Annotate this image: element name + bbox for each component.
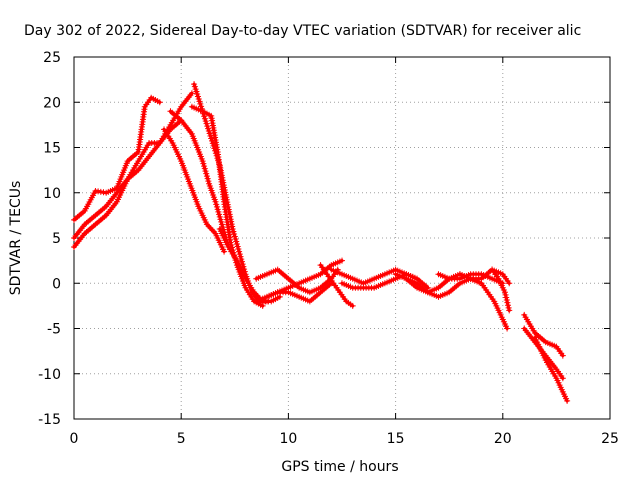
series-pass-21 [521,311,566,359]
series-layer [71,81,571,404]
data-point-marker [213,203,220,210]
data-point-marker [564,397,571,404]
data-point-marker [203,173,210,180]
series-pass-7 [188,103,266,309]
data-point-marker [221,248,228,255]
data-point-marker [199,158,206,165]
series-pass-11 [263,257,345,300]
data-point-marker [204,175,211,182]
data-point-marker [505,304,512,311]
data-point-marker [201,165,208,172]
x-tick-label: 25 [601,431,619,447]
y-tick-label: 15 [43,141,61,157]
data-point-marker [229,225,236,232]
data-point-marker [203,170,210,177]
data-point-marker [236,248,243,255]
data-point-marker [236,251,243,258]
data-point-marker [212,198,219,205]
data-point-marker [202,168,209,175]
data-point-marker [504,299,511,306]
series-pass-19 [467,275,511,332]
data-point-marker [214,206,221,213]
data-point-marker [205,178,212,185]
data-point-marker [238,256,245,263]
data-point-marker [506,307,513,314]
data-point-marker [230,228,237,235]
axis-ticks: 0 5 10 15 20 25 -15 -10 -5 0 5 10 15 20 25 [38,50,619,447]
x-tick-label: 20 [494,431,512,447]
data-point-marker [217,216,224,223]
data-point-marker [215,208,222,215]
data-point-marker [239,261,246,268]
data-point-marker [156,99,163,106]
series-pass-23 [531,334,571,404]
data-point-marker [503,297,510,304]
data-point-marker [501,289,508,296]
series-pass-1 [71,94,163,223]
data-point-marker [559,352,566,359]
data-point-marker [504,325,511,332]
data-point-marker [559,375,566,382]
series-pass-12 [317,262,356,309]
x-tick-label: 15 [387,431,405,447]
data-point-marker [231,233,238,240]
data-point-marker [503,294,510,301]
data-point-marker [213,201,220,208]
data-point-marker [216,213,223,220]
y-tick-label: 20 [43,95,61,111]
data-point-marker [502,291,509,298]
y-tick-label: -10 [38,367,61,383]
data-point-marker [188,90,195,97]
series-pass-14 [339,271,431,291]
series-pass-18 [456,266,513,287]
y-tick-label: -15 [38,412,61,428]
data-point-marker [276,293,283,300]
data-point-marker [216,211,223,218]
y-axis-label: SDTVAR / TECUs [8,181,24,296]
y-tick-label: 25 [43,50,61,66]
series-pass-9 [253,266,341,296]
data-point-marker [231,230,238,237]
data-point-marker [233,241,240,248]
data-point-marker [238,258,245,265]
data-point-marker [235,246,242,253]
x-axis-label: GPS time / hours [281,459,398,475]
series-pass-4 [161,126,228,255]
x-tick-label: 0 [70,431,79,447]
data-point-marker [200,160,207,167]
x-tick-label: 5 [177,431,186,447]
y-tick-label: -5 [47,322,61,338]
data-point-marker [237,253,244,260]
data-point-marker [218,218,225,225]
data-point-marker [506,280,513,287]
data-point-marker [339,257,345,264]
y-tick-label: 10 [43,186,61,202]
data-point-marker [233,238,240,245]
series-pass-8 [216,225,283,305]
x-tick-label: 10 [279,431,297,447]
data-point-marker [201,163,208,170]
data-point-marker [505,302,512,309]
series-pass-20 [489,266,513,314]
y-tick-label: 5 [52,231,61,247]
data-point-marker [218,221,225,228]
data-point-marker [349,302,356,309]
chart-title: Day 302 of 2022, Sidereal Day-to-day VTE… [24,23,581,39]
data-point-marker [232,236,239,243]
y-tick-label: 0 [52,276,61,292]
series-pass-3 [71,117,185,241]
data-point-marker [234,243,241,250]
